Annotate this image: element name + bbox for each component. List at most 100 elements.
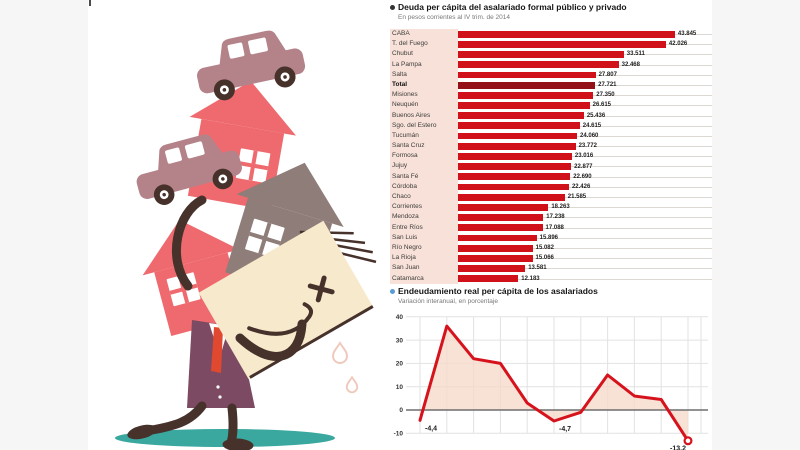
bar-category-label: San Juan	[390, 263, 458, 274]
bar	[458, 112, 584, 120]
bar	[458, 234, 537, 242]
bar	[458, 81, 596, 89]
bar-track: 17.238	[458, 212, 712, 222]
bar-track: 22.426	[458, 182, 712, 192]
bar-row: Total 27.721	[390, 79, 712, 91]
bar-row: Santa Cruz 23.772	[390, 141, 712, 152]
bar-track: 13.581	[458, 263, 712, 273]
row-line	[458, 227, 712, 229]
bar-row: Entre Ríos 17.088	[390, 222, 712, 233]
tie	[211, 327, 223, 373]
bar-row: Salta 27.807	[390, 69, 712, 80]
bar-track: 22.690	[458, 172, 712, 182]
bar-track: 12.183	[458, 274, 712, 284]
bar-row: Córdoba 22.426	[390, 181, 712, 192]
row-line	[458, 278, 712, 280]
bar	[458, 132, 578, 140]
bar-chart-section: Deuda per cápita del asalariado formal p…	[390, 2, 712, 285]
bar	[458, 214, 544, 221]
line-chart-subtitle: Variación interanual, en porcentaje	[398, 298, 498, 305]
bar-category-label: Río Negro	[390, 242, 458, 254]
bar	[458, 244, 533, 252]
bar	[458, 122, 580, 130]
bar-value-label: 27.721	[598, 82, 617, 89]
bar	[458, 91, 594, 99]
bar-row: Misiones 27.350	[390, 90, 712, 101]
row-line	[458, 258, 712, 260]
bar-row: La Pampa 32.468	[390, 59, 712, 70]
bar-category-label: Tucumán	[390, 130, 458, 142]
bar-category-label: Neuquén	[390, 100, 458, 111]
row-line	[458, 217, 712, 219]
bar-track: 23.016	[458, 151, 712, 161]
bar	[458, 254, 533, 262]
bar-category-label: Chubut	[390, 49, 458, 60]
bar-row: Tucumán 24.060	[390, 130, 712, 142]
bar-category-label: Santa Cruz	[390, 141, 458, 152]
bar-value-label: 24.060	[580, 132, 599, 139]
bar	[458, 203, 549, 211]
bar-chart-title-text: Deuda per cápita del asalariado formal p…	[398, 2, 627, 12]
line-chart-title: Endeudamiento real per cápita de los asa…	[390, 286, 712, 296]
bar	[458, 224, 543, 232]
row-line	[458, 115, 712, 117]
legs	[127, 401, 254, 450]
bar-track: 25.436	[458, 111, 712, 121]
line-chart-section: Endeudamiento real per cápita de los asa…	[390, 286, 712, 450]
point-annotation: -13,2	[670, 445, 686, 450]
bar-category-label: Santa Fé	[390, 171, 458, 182]
y-tick-label: -10	[394, 431, 404, 438]
bar-track: 27.807	[458, 70, 712, 80]
bar-row: Formosa 23.016	[390, 151, 712, 162]
bar-row: Chaco 21.585	[390, 192, 712, 203]
bar	[458, 61, 619, 69]
bar-category-label: Córdoba	[390, 181, 458, 192]
y-tick-label: 10	[396, 384, 404, 391]
bar-category-label: Entre Ríos	[390, 222, 458, 233]
bar-track: 15.066	[458, 253, 712, 263]
bar-value-label: 33.511	[626, 51, 645, 58]
bar	[458, 193, 565, 201]
bar-track: 22.877	[458, 161, 712, 171]
bar-track: 26.615	[458, 100, 712, 110]
sweat-drop-icon	[331, 341, 359, 394]
bar-value-label: 15.066	[535, 255, 554, 262]
bullet-icon	[390, 4, 395, 10]
bar-value-label: 26.615	[592, 102, 612, 109]
series-line	[418, 324, 690, 443]
bar-row: La Rioja 15.066	[390, 253, 712, 264]
bar-row: Jujuy 22.877	[390, 161, 712, 172]
bar	[458, 51, 624, 58]
bar-category-label: Sgo. del Estero	[390, 120, 458, 131]
left-arm	[171, 195, 207, 291]
bar-track: 23.772	[458, 141, 712, 151]
bullet-icon	[390, 288, 395, 294]
bar-track: 33.511	[458, 49, 712, 59]
point-annotation: -4,7	[559, 426, 571, 433]
bar-row: Catamarca 12.183	[390, 273, 712, 284]
bar	[458, 183, 569, 191]
y-tick-label: 0	[399, 407, 403, 414]
bar-row: San Luis 15.896	[390, 232, 712, 243]
bar-chart-subtitle: En pesos corrientes al IV trim. de 2014	[398, 14, 511, 21]
bar	[458, 265, 526, 272]
bar-value-label: 22.426	[571, 183, 591, 190]
bar-row: T. del Fuego 42.026	[390, 39, 712, 50]
bar-chart-title: Deuda per cápita del asalariado formal p…	[390, 2, 712, 12]
bar-category-label: Chaco	[390, 192, 458, 203]
bar	[458, 163, 572, 171]
row-line	[458, 207, 712, 209]
row-line	[458, 156, 712, 158]
row-line	[458, 176, 712, 178]
bar-row: San Juan 13.581	[390, 263, 712, 274]
bar	[458, 30, 675, 38]
bar-value-label: 23.772	[578, 143, 597, 150]
line-chart: 40 30 20 10 0 -10 -4,4 -4,7 -13,2	[394, 314, 708, 450]
bar-row: Mendoza 17.238	[390, 212, 712, 223]
bar	[458, 153, 572, 160]
bar-category-label: Mendoza	[390, 212, 458, 223]
bar-track: 18.263	[458, 202, 712, 212]
bar-track: 42.026	[458, 39, 712, 49]
bar-row: Buenos Aires 25.436	[390, 110, 712, 121]
bar-value-label: 43.845	[677, 31, 697, 38]
